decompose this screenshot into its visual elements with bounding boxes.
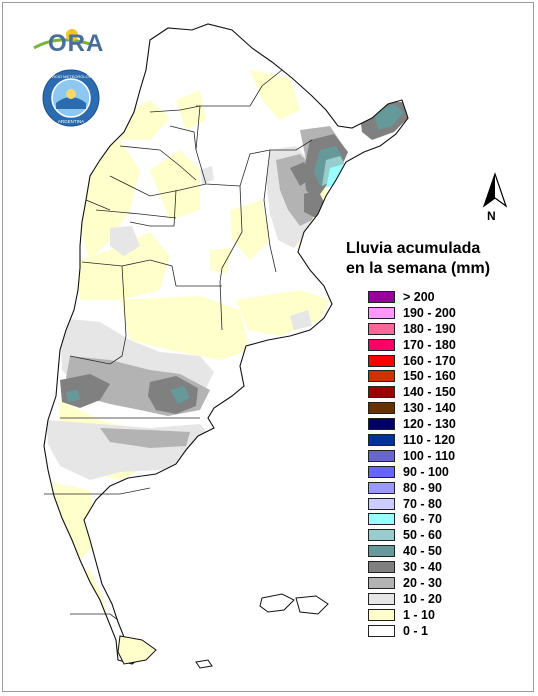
legend-swatch (368, 497, 395, 510)
legend-label: 150 - 160 (403, 369, 456, 384)
ora-logo (33, 29, 91, 50)
legend-label: 0 - 1 (403, 623, 429, 638)
legend-swatch (368, 561, 395, 574)
legend-title-line1: Lluvia acumulada (346, 240, 481, 257)
tierra-del-fuego (117, 635, 157, 665)
svg-text:SERVICIO METEOROLÓGICO: SERVICIO METEOROLÓGICO (43, 74, 99, 79)
legend-label: > 200 (403, 290, 435, 304)
legend-swatch (368, 449, 395, 462)
legend-swatch (368, 545, 395, 558)
legend-swatch (368, 338, 395, 351)
smn-logo: SERVICIO METEOROLÓGICO ARGENTINA (42, 69, 100, 127)
legend-swatch (368, 306, 395, 319)
north-arrow-icon (482, 172, 508, 208)
province-boundaries (44, 69, 313, 621)
legend-label: 130 - 140 (403, 401, 456, 416)
legend-swatch (368, 386, 395, 399)
legend-swatch (368, 370, 395, 383)
legend-swatch (368, 434, 395, 447)
ora-logo-text: ORA (48, 30, 105, 57)
legend-swatch (368, 529, 395, 542)
legend-swatch (368, 322, 395, 335)
legend-swatch (368, 465, 395, 478)
legend-label: 10 - 20 (403, 591, 442, 606)
legend-label: 30 - 40 (403, 560, 442, 575)
legend-label: 70 - 80 (403, 496, 442, 511)
legend-swatch (368, 354, 395, 367)
legend-label: 120 - 130 (403, 417, 456, 432)
legend-title-line2: en la semana (mm) (346, 260, 491, 277)
legend-label: 180 - 190 (403, 321, 456, 336)
legend-label: 60 - 70 (403, 512, 442, 527)
legend-label: 50 - 60 (403, 528, 442, 543)
isla-de-los-estados (195, 659, 213, 669)
legend-label: 160 - 170 (403, 353, 456, 368)
legend-label: 80 - 90 (403, 480, 442, 495)
legend-label: 40 - 50 (403, 544, 442, 559)
legend-swatch (368, 418, 395, 431)
legend-swatch (368, 624, 395, 637)
precipitation-shading (44, 70, 408, 640)
legend-swatch (368, 608, 395, 621)
legend-label: 170 - 180 (403, 337, 456, 352)
malvinas-islands (259, 593, 329, 615)
north-label: N (487, 209, 496, 223)
legend-title: Lluvia acumulada en la semana (mm) (346, 239, 526, 279)
legend-label: 1 - 10 (403, 607, 435, 622)
legend-swatch (368, 481, 395, 494)
legend-swatch (368, 402, 395, 415)
legend-label: 110 - 120 (403, 433, 456, 448)
legend-label: 140 - 150 (403, 385, 456, 400)
legend-label: 90 - 100 (403, 464, 449, 479)
legend-swatch (368, 577, 395, 590)
svg-text:ARGENTINA: ARGENTINA (58, 119, 84, 124)
legend-label: 100 - 110 (403, 448, 456, 463)
legend-label: 20 - 30 (403, 576, 442, 591)
legend-label: 190 - 200 (403, 305, 456, 320)
legend-swatch (368, 291, 395, 303)
legend-swatch (368, 592, 395, 605)
legend-swatch (368, 513, 395, 526)
